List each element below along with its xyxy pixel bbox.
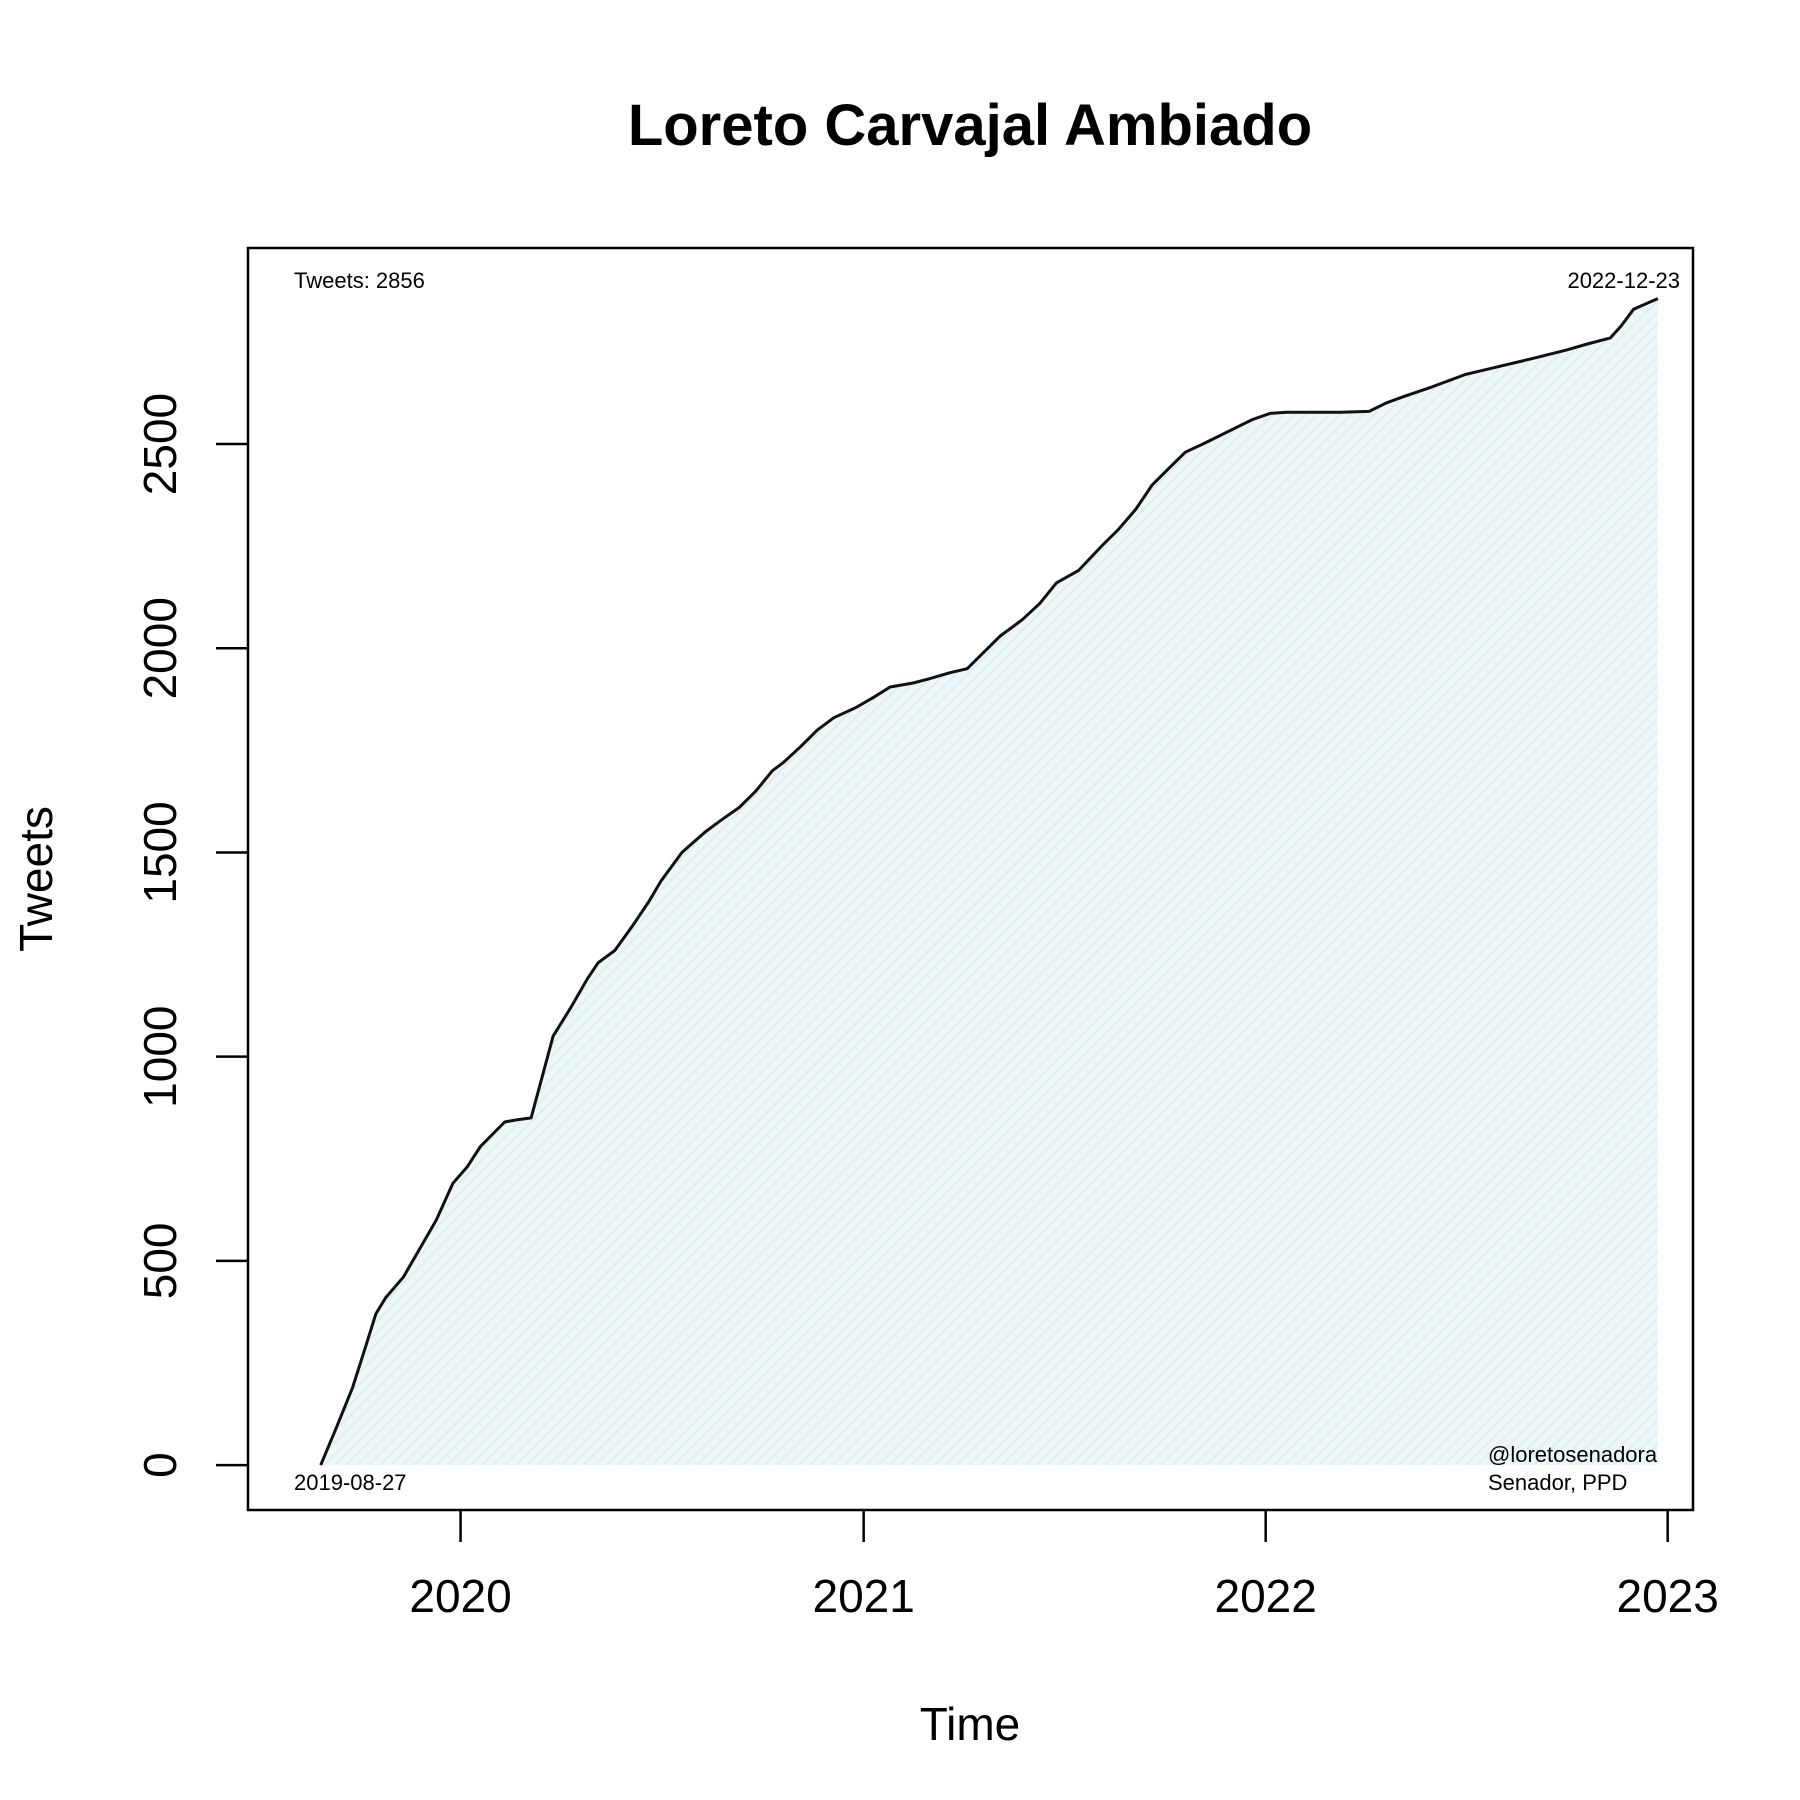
y-tick-label: 0 — [134, 1452, 186, 1478]
x-axis-title: Time — [920, 1698, 1021, 1750]
plot-area — [246, 246, 1695, 1512]
annotation-affiliation: Senador, PPD — [1488, 1470, 1627, 1495]
y-axis: 0 500 1000 1500 2000 2500 — [134, 393, 248, 1478]
y-tick-label: 1000 — [134, 1005, 186, 1107]
x-axis: 2020 2021 2022 2023 — [409, 1510, 1719, 1622]
series-line — [319, 297, 1659, 1466]
chart-title: Loreto Carvajal Ambiado — [628, 93, 1312, 158]
x-tick-label: 2023 — [1616, 1570, 1718, 1622]
x-tick-label: 2020 — [409, 1570, 511, 1622]
y-tick-label: 2500 — [134, 393, 186, 495]
annotation-start-date: 2019-08-27 — [294, 1470, 407, 1495]
annotation-tweet-count: Tweets: 2856 — [294, 268, 425, 293]
x-tick-label: 2022 — [1214, 1570, 1316, 1622]
x-tick-label: 2021 — [812, 1570, 914, 1622]
annotation-end-date: 2022-12-23 — [1567, 268, 1680, 293]
y-tick-label: 1500 — [134, 801, 186, 903]
y-axis-title: Tweets — [10, 806, 62, 952]
annotation-handle: @loretosenadora — [1488, 1442, 1658, 1467]
series-area — [320, 298, 1658, 1466]
plot-frame — [246, 246, 1695, 1512]
y-tick-label: 2000 — [134, 597, 186, 699]
y-tick-label: 500 — [134, 1222, 186, 1299]
